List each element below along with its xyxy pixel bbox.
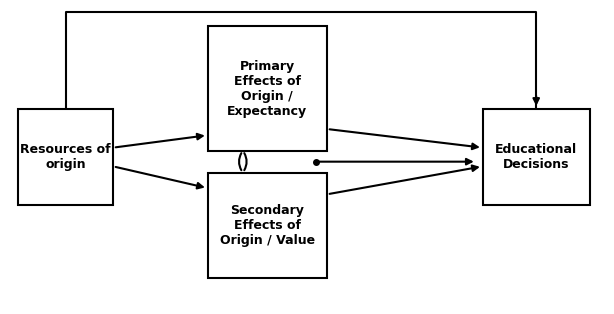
FancyArrowPatch shape [330, 129, 478, 149]
FancyBboxPatch shape [483, 109, 589, 205]
FancyBboxPatch shape [208, 173, 327, 279]
Text: Primary
Effects of
Origin /
Expectancy: Primary Effects of Origin / Expectancy [227, 60, 308, 117]
FancyBboxPatch shape [208, 26, 327, 151]
FancyBboxPatch shape [18, 109, 113, 205]
FancyArrowPatch shape [330, 165, 478, 194]
FancyArrowPatch shape [244, 153, 247, 170]
Text: Educational
Decisions: Educational Decisions [495, 143, 577, 171]
Text: Secondary
Effects of
Origin / Value: Secondary Effects of Origin / Value [220, 204, 315, 247]
FancyArrowPatch shape [239, 153, 241, 170]
Text: Resources of
origin: Resources of origin [20, 143, 111, 171]
FancyArrowPatch shape [115, 167, 203, 188]
FancyArrowPatch shape [115, 134, 203, 147]
